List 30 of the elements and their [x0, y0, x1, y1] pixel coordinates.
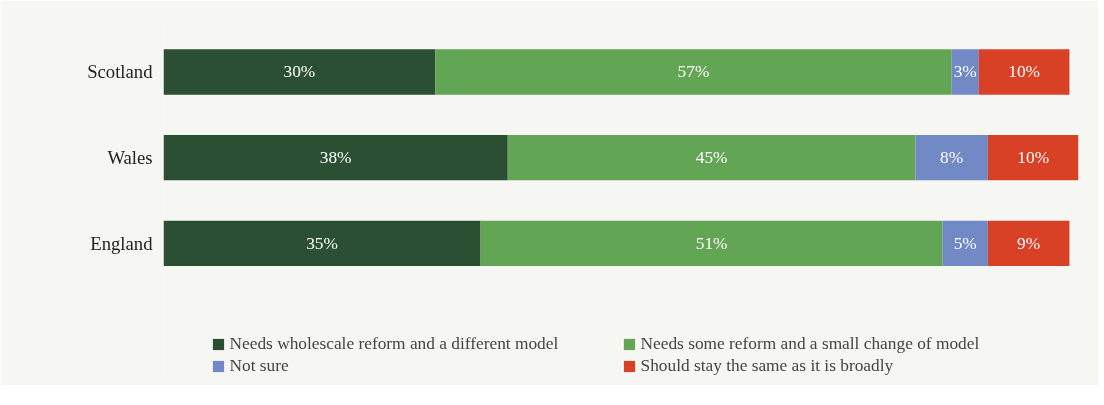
data-label: 35% — [306, 233, 338, 253]
bar — [987, 134, 1079, 181]
data-label: 10% — [1008, 62, 1041, 82]
data-label: 51% — [695, 233, 728, 253]
legend-label: Not sure — [229, 356, 290, 376]
bar — [987, 220, 1070, 267]
data-label: 9% — [1017, 233, 1041, 253]
bar — [163, 134, 508, 181]
data-label: 8% — [940, 148, 964, 168]
data-label: 38% — [319, 148, 352, 168]
y-tick-label: Wales — [107, 147, 153, 169]
bar — [163, 220, 481, 267]
legend-label: Should stay the same as it is broadly — [640, 356, 895, 376]
bar — [978, 49, 1070, 95]
y-tick-label: Scotland — [87, 61, 154, 83]
data-label: 45% — [695, 148, 728, 168]
bar — [507, 134, 916, 181]
bar — [435, 49, 952, 95]
legend-label: Needs wholescale reform and a different model — [229, 334, 560, 354]
data-label: 30% — [283, 62, 316, 82]
bar — [163, 49, 436, 95]
y-tick-label: England — [90, 232, 154, 254]
data-label: 3% — [953, 62, 977, 82]
bar — [480, 220, 943, 267]
data-label: 10% — [1017, 148, 1050, 168]
bar — [942, 220, 988, 267]
legend-label: Needs some reform and a small change of model — [640, 334, 981, 354]
data-label: 57% — [677, 62, 710, 82]
data-label: 5% — [953, 233, 977, 253]
bar — [915, 134, 988, 181]
